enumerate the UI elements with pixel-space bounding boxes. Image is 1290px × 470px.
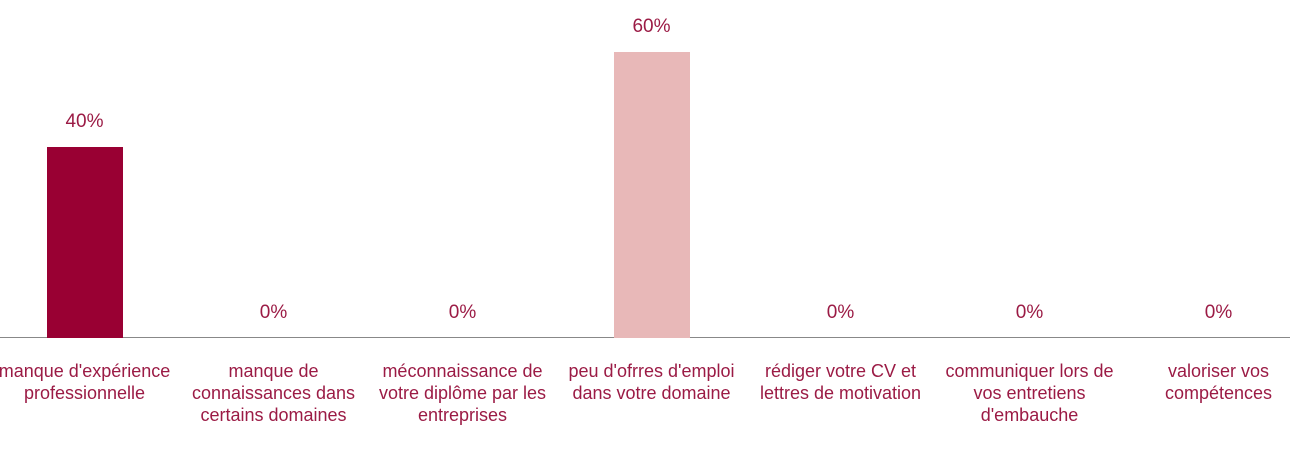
value-label: 0% [826, 302, 855, 323]
value-label: 0% [1204, 302, 1233, 323]
bar [613, 52, 690, 338]
x-tick-label: rédiger votre CV et lettres de motivatio… [759, 361, 922, 403]
value-label: 0% [1015, 302, 1044, 323]
x-tick-label: communiquer lors de vos entretiens d'emb… [945, 361, 1114, 425]
value-label: 0% [448, 302, 477, 323]
x-tick-label: valoriser vos compétences [1164, 361, 1273, 403]
x-tick-label: manque de connaissances dans certains do… [191, 361, 356, 425]
x-tick-label: méconnaissance de votre diplôme par les … [378, 361, 547, 425]
value-label: 0% [259, 302, 288, 323]
value-label: 40% [65, 111, 104, 133]
value-label: 60% [632, 16, 671, 37]
x-tick-label: manque d'expérience professionnelle [0, 361, 171, 403]
bar [46, 147, 123, 338]
x-tick-label: peu d'ofrres d'emploi dans votre domaine [568, 361, 735, 403]
